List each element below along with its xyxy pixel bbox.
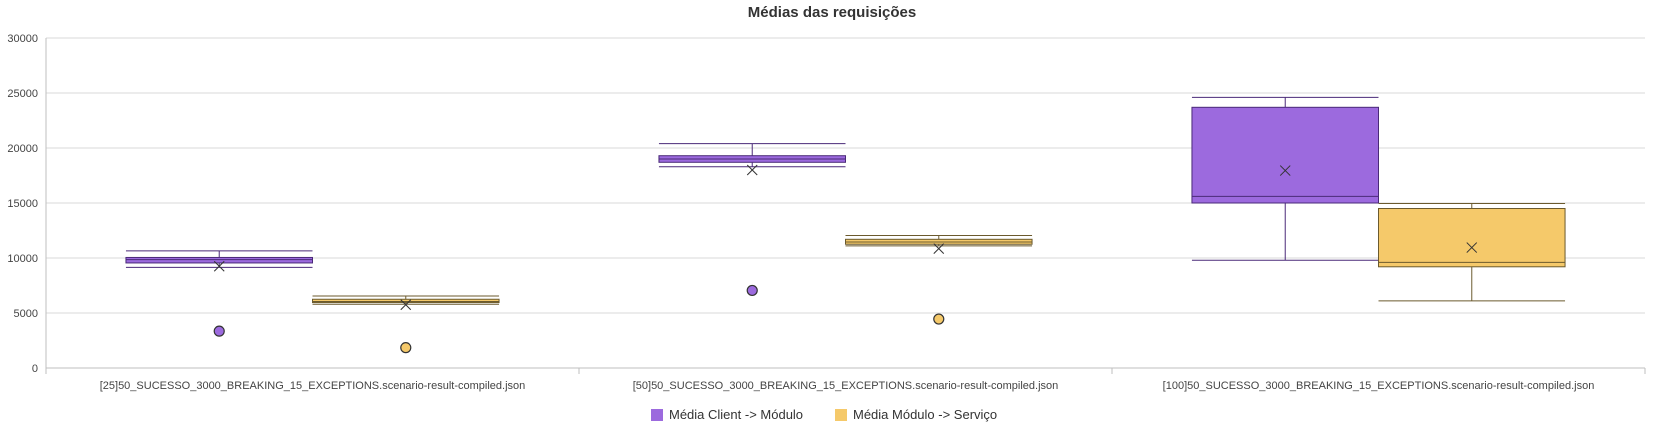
box-group xyxy=(1378,203,1566,302)
mean-marker xyxy=(213,260,225,272)
outlier-point xyxy=(213,325,225,337)
mean-marker xyxy=(1466,242,1478,253)
y-tick-label: 5000 xyxy=(14,308,38,320)
grid-layer xyxy=(46,37,1645,369)
legend-swatch xyxy=(835,409,847,421)
y-tick-label: 10000 xyxy=(7,253,38,265)
y-tick-label: 0 xyxy=(32,363,38,375)
y-tick-label: 25000 xyxy=(7,88,38,100)
outlier-point xyxy=(400,342,412,354)
box-group xyxy=(125,250,313,337)
box-layer xyxy=(125,96,1566,354)
x-tick-label: [50]50_SUCESSO_3000_BREAKING_15_EXCEPTIO… xyxy=(633,380,1059,392)
legend-label: Média Módulo -> Serviço xyxy=(853,407,997,422)
legend-swatch xyxy=(651,409,663,421)
legend-item: Média Client -> Módulo xyxy=(651,407,803,422)
box-group xyxy=(658,143,847,297)
mean-marker xyxy=(746,164,758,176)
legend: Média Client -> Módulo Média Módulo -> Se… xyxy=(651,407,997,422)
axis-layer: 0 5000 10000 15000 20000 25000 30000 [25]50_SUC… xyxy=(7,33,1646,392)
y-tick-label: 20000 xyxy=(7,143,38,155)
box-group xyxy=(845,234,1033,325)
outlier-point xyxy=(933,313,945,325)
mean-marker xyxy=(1279,165,1291,176)
box-group xyxy=(1191,96,1379,261)
box xyxy=(1378,208,1566,268)
legend-label: Média Client -> Módulo xyxy=(669,407,803,422)
box xyxy=(1191,106,1379,204)
chart-title: Médias das requisições xyxy=(748,4,916,21)
mean-marker xyxy=(400,299,412,311)
y-tick-label: 15000 xyxy=(7,198,38,210)
y-tick-label: 30000 xyxy=(7,33,38,45)
box xyxy=(125,256,313,264)
box-group xyxy=(312,295,500,354)
legend-item: Média Módulo -> Serviço xyxy=(835,407,997,422)
mean-marker xyxy=(933,243,945,255)
outlier-point xyxy=(746,284,758,297)
x-tick-label: [100]50_SUCESSO_3000_BREAKING_15_EXCEPTI… xyxy=(1163,380,1595,392)
x-tick-label: [25]50_SUCESSO_3000_BREAKING_15_EXCEPTIO… xyxy=(100,380,526,392)
box xyxy=(312,298,500,304)
